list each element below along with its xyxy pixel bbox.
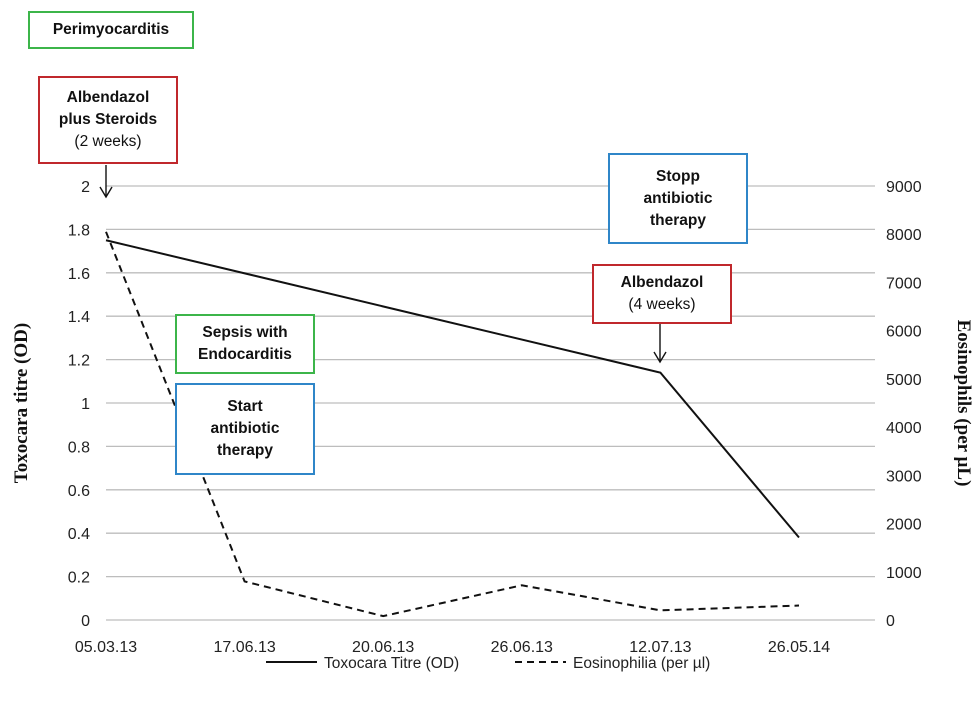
x-tick-label-0: 05.03.13 bbox=[75, 639, 137, 656]
legend-label-toxocara: Toxocara Titre (OD) bbox=[324, 655, 459, 672]
y2-tick-label-5: 5000 bbox=[886, 372, 922, 389]
series-line-eosinophilia bbox=[105, 231, 800, 618]
annotation-start-antibiotic-bold: Start antibiotic therapy bbox=[210, 398, 280, 459]
y2-tick-label-8: 8000 bbox=[886, 227, 922, 244]
annotation-albendazol-steroids: Albendazol plus Steroids (2 weeks) bbox=[38, 76, 178, 164]
y2-tick-label-9: 9000 bbox=[886, 179, 922, 196]
annotation-sepsis: Sepsis with Endocarditis bbox=[175, 314, 315, 374]
annotation-albendazol-normal: (4 weeks) bbox=[628, 296, 696, 313]
annotation-sepsis-bold: Sepsis with Endocarditis bbox=[198, 324, 292, 363]
y-tick-label-1: 0.2 bbox=[68, 570, 90, 587]
arrow-albendazol-head bbox=[653, 351, 667, 364]
y-tick-label-2: 0.4 bbox=[68, 526, 90, 543]
y-tick-label-8: 1.6 bbox=[68, 266, 90, 283]
y2-tick-label-4: 4000 bbox=[886, 420, 922, 437]
y-tick-label-9: 1.8 bbox=[68, 222, 90, 239]
y2-tick-label-0: 0 bbox=[886, 613, 895, 630]
y-tick-label-5: 1 bbox=[81, 396, 90, 413]
annotation-arrows bbox=[99, 165, 667, 364]
annotation-albendazol: Albendazol (4 weeks) bbox=[592, 264, 732, 324]
annotation-perimyocarditis-bold: Perimyocarditis bbox=[52, 21, 170, 38]
annotation-albendazol-bold: Albendazol bbox=[620, 274, 704, 291]
annotation-stopp-antibiotic-bold: Stopp antibiotic therapy bbox=[643, 167, 713, 229]
y-tick-label-10: 2 bbox=[81, 179, 90, 196]
y-tick-label-3: 0.6 bbox=[68, 483, 90, 500]
legend-label-eosinophilia: Eosinophilia (per µl) bbox=[573, 655, 710, 672]
annotation-perimyocarditis: Perimyocarditis bbox=[28, 11, 194, 49]
y2-tick-label-6: 6000 bbox=[886, 324, 922, 341]
annotation-albendazol-steroids-normal: (2 weeks) bbox=[74, 133, 142, 150]
x-tick-label-5: 26.05.14 bbox=[768, 639, 830, 656]
x-tick-label-3: 26.06.13 bbox=[491, 639, 553, 656]
y2-tick-label-3: 3000 bbox=[886, 468, 922, 485]
y-axis-title: Toxocara titre (OD) bbox=[11, 323, 32, 483]
y2-tick-label-7: 7000 bbox=[886, 275, 922, 292]
y-tick-label-4: 0.8 bbox=[68, 439, 90, 456]
y2-axis-title: Eosinophils (per µL) bbox=[953, 320, 974, 487]
arrow-albendazol-steroids-head bbox=[99, 186, 113, 199]
x-tick-label-2: 20.06.13 bbox=[352, 639, 414, 656]
y-tick-label-6: 1.2 bbox=[68, 353, 90, 370]
axis-ticks: 0 0.2 0.4 0.6 0.8 1 1.2 1.4 1.6 1.8 2 0 1000 2000 3000… bbox=[68, 179, 922, 656]
series-lines bbox=[105, 231, 800, 618]
legend: Toxocara Titre (OD) Eosinophilia (per µl… bbox=[266, 655, 710, 672]
x-tick-label-4: 12.07.13 bbox=[629, 639, 691, 656]
annotation-stopp-antibiotic: Stopp antibiotic therapy bbox=[608, 153, 748, 244]
annotation-albendazol-steroids-bold: Albendazol plus Steroids bbox=[58, 89, 158, 128]
annotation-start-antibiotic: Start antibiotic therapy bbox=[175, 383, 315, 475]
x-tick-label-1: 17.06.13 bbox=[213, 639, 275, 656]
y2-tick-label-1: 1000 bbox=[886, 565, 922, 582]
y2-tick-label-2: 2000 bbox=[886, 517, 922, 534]
y-tick-label-7: 1.4 bbox=[68, 309, 90, 326]
series-line-toxocara bbox=[105, 239, 800, 539]
y-tick-label-0: 0 bbox=[81, 613, 90, 630]
